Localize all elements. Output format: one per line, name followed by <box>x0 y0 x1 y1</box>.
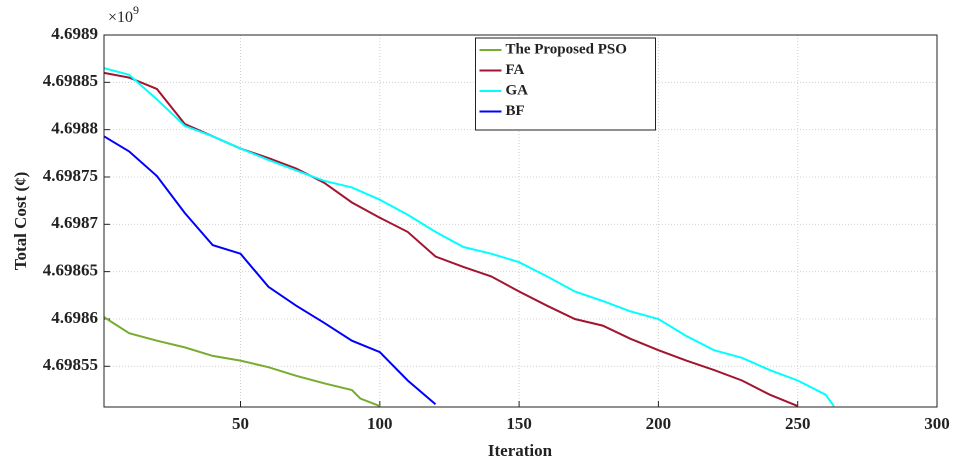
legend-label: GA <box>506 82 529 98</box>
series-line <box>103 316 381 408</box>
y-axis-label: Total Cost (¢) <box>11 172 30 271</box>
y-tick-label: 4.6989 <box>51 24 98 43</box>
y-tick-label: 4.69885 <box>43 71 98 90</box>
y-tick-label: 4.69875 <box>43 166 98 185</box>
y-tick-label: 4.69855 <box>43 355 98 374</box>
x-tick-label: 50 <box>232 414 249 433</box>
legend-label: FA <box>506 62 525 78</box>
x-tick-label: 150 <box>506 414 532 433</box>
x-tick-label: 250 <box>785 414 811 433</box>
x-tick-label: 200 <box>646 414 672 433</box>
legend-label: BF <box>506 103 525 119</box>
y-tick-label: 4.6988 <box>51 119 98 138</box>
x-tick-label: 100 <box>367 414 393 433</box>
x-tick-label: 300 <box>924 414 950 433</box>
x-axis-label: Iteration <box>488 441 553 460</box>
legend: The Proposed PSO FA GA BF <box>475 37 656 131</box>
series-line <box>103 67 835 407</box>
y-multiplier: ×109 <box>108 3 139 26</box>
y-tick-label: 4.6987 <box>51 213 98 232</box>
legend-box <box>475 37 656 131</box>
series-line <box>103 135 437 405</box>
multiplier-base: ×10 <box>108 9 133 26</box>
multiplier-exponent: 9 <box>133 3 139 17</box>
legend-label: The Proposed PSO <box>506 41 627 57</box>
axes-box <box>103 34 938 408</box>
y-tick-label: 4.69865 <box>43 261 98 280</box>
y-tick-label: 4.6986 <box>51 308 98 327</box>
